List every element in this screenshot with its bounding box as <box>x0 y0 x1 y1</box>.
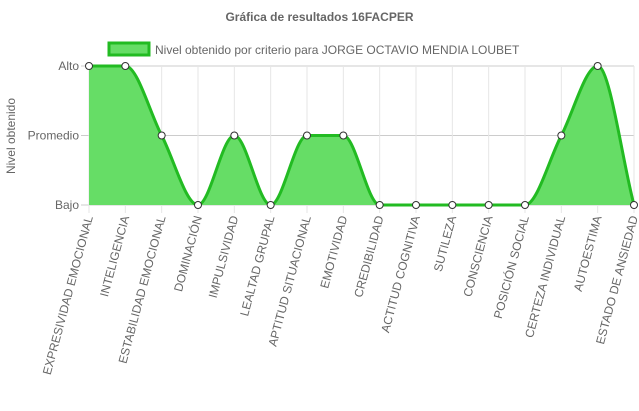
x-tick-label: CERTEZA INDIVIDUAL <box>522 214 568 339</box>
y-tick-label: Alto <box>58 59 79 73</box>
data-point[interactable] <box>121 62 130 70</box>
series-area <box>89 66 634 205</box>
x-tick-label: LEALTAD GRUPAL <box>237 214 277 318</box>
chart-title: Gráfica de resultados 16FACPER <box>225 10 413 24</box>
x-tick-label: EMOTIVIDAD <box>317 214 350 290</box>
series-line <box>89 64 636 207</box>
data-point[interactable] <box>85 62 93 70</box>
data-point[interactable] <box>375 201 384 209</box>
data-point[interactable] <box>412 201 420 209</box>
data-point[interactable] <box>557 131 566 140</box>
data-point[interactable] <box>484 201 493 209</box>
x-tick-label: CONSCIENCIA <box>460 214 495 298</box>
data-point[interactable] <box>593 62 602 70</box>
data-point[interactable] <box>230 131 239 140</box>
plot-area <box>85 62 638 209</box>
x-tick-label: IMPULSIVIDAD <box>206 214 242 300</box>
y-tick-label: Bajo <box>55 198 79 212</box>
y-axis-ticks: Bajo Promedio Alto <box>28 59 80 212</box>
x-axis-ticks: EXPRESIVIDAD EMOCIONAL INTELIGENCIAESTABI… <box>40 214 639 377</box>
x-tick-label: INTELIGENCIA <box>97 214 132 298</box>
data-point[interactable] <box>194 201 202 209</box>
legend-swatch <box>107 41 151 57</box>
x-tick-label: DOMINACIÓN <box>170 214 205 293</box>
data-point[interactable] <box>266 201 275 209</box>
y-axis-title: Nivel obtenido <box>4 98 18 174</box>
legend[interactable]: Nivel obtenido por criterio para JORGE O… <box>107 41 520 57</box>
x-tick-label: POSICIÓN SOCIAL <box>490 214 532 321</box>
x-tick-label: SUTILEZA <box>431 214 459 273</box>
legend-label: Nivel obtenido por criterio para JORGE O… <box>155 43 520 57</box>
data-point[interactable] <box>521 201 529 209</box>
data-point[interactable] <box>157 131 166 140</box>
data-point[interactable] <box>448 201 457 209</box>
y-tick-label: Promedio <box>28 129 80 143</box>
data-point[interactable] <box>630 201 638 209</box>
data-point[interactable] <box>339 131 348 140</box>
x-tick-label: EXPRESIVIDAD EMOCIONAL <box>40 214 96 376</box>
x-tick-label: ACTITUD COGNITIVA <box>378 214 423 334</box>
data-point[interactable] <box>303 131 311 140</box>
x-tick-label: CREDIBILIDAD <box>351 214 386 299</box>
x-tick-label: AUTOESTIMA <box>571 214 605 293</box>
